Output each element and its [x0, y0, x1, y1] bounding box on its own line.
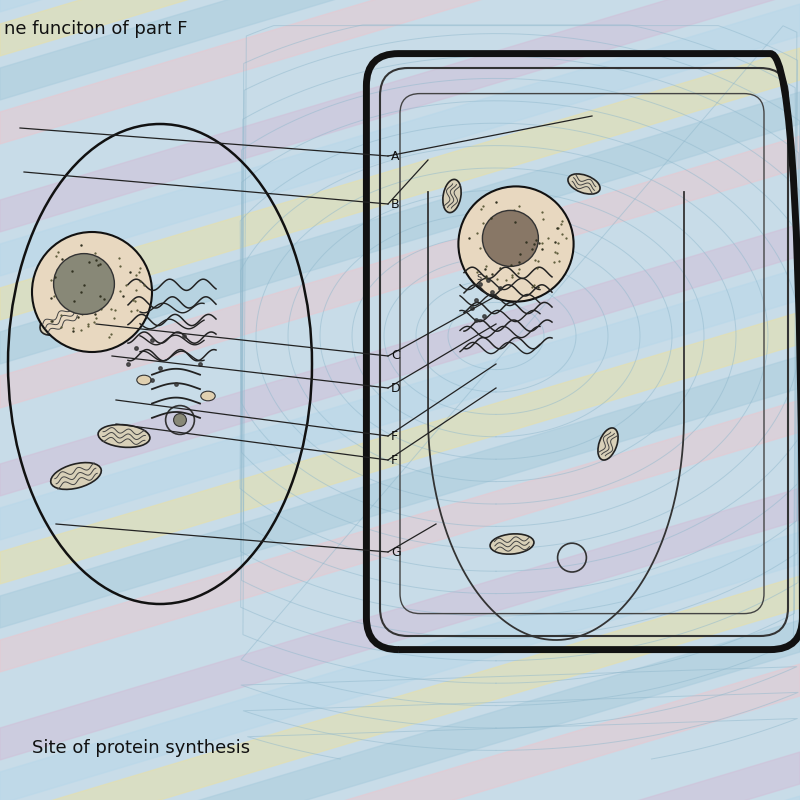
Ellipse shape	[40, 305, 80, 335]
Polygon shape	[0, 4, 800, 276]
Polygon shape	[0, 136, 800, 408]
Ellipse shape	[568, 174, 600, 194]
Circle shape	[174, 414, 186, 426]
Polygon shape	[0, 708, 800, 800]
Polygon shape	[0, 752, 800, 800]
Polygon shape	[0, 0, 800, 12]
Ellipse shape	[598, 428, 618, 460]
Polygon shape	[0, 92, 800, 364]
Polygon shape	[0, 620, 800, 800]
Polygon shape	[0, 180, 800, 452]
Polygon shape	[0, 356, 800, 628]
Text: B: B	[391, 198, 400, 210]
Ellipse shape	[98, 425, 150, 447]
Ellipse shape	[490, 534, 534, 554]
Text: F: F	[391, 454, 398, 466]
Polygon shape	[0, 576, 800, 800]
Circle shape	[482, 210, 538, 266]
Ellipse shape	[137, 375, 151, 385]
Text: s: s	[476, 272, 481, 282]
Ellipse shape	[443, 179, 461, 213]
Text: G: G	[391, 546, 401, 558]
Circle shape	[54, 254, 114, 314]
Ellipse shape	[50, 462, 102, 490]
Text: F: F	[391, 430, 398, 442]
Text: Site of protein synthesis: Site of protein synthesis	[32, 739, 250, 757]
Text: C: C	[391, 350, 400, 362]
Polygon shape	[0, 0, 800, 56]
Polygon shape	[0, 664, 800, 800]
Polygon shape	[0, 48, 800, 320]
Circle shape	[32, 232, 152, 352]
Polygon shape	[0, 268, 800, 540]
Polygon shape	[0, 444, 800, 716]
Polygon shape	[0, 312, 800, 584]
Polygon shape	[0, 0, 800, 188]
Polygon shape	[0, 0, 800, 232]
Polygon shape	[0, 532, 800, 800]
Polygon shape	[0, 0, 800, 144]
Polygon shape	[0, 488, 800, 760]
Ellipse shape	[201, 391, 215, 401]
Circle shape	[458, 186, 574, 302]
Polygon shape	[0, 400, 800, 672]
Text: A: A	[391, 150, 400, 162]
Polygon shape	[0, 224, 800, 496]
Text: D: D	[391, 382, 401, 394]
Text: ne funciton of part F: ne funciton of part F	[4, 20, 187, 38]
Polygon shape	[0, 796, 800, 800]
Polygon shape	[0, 0, 800, 100]
